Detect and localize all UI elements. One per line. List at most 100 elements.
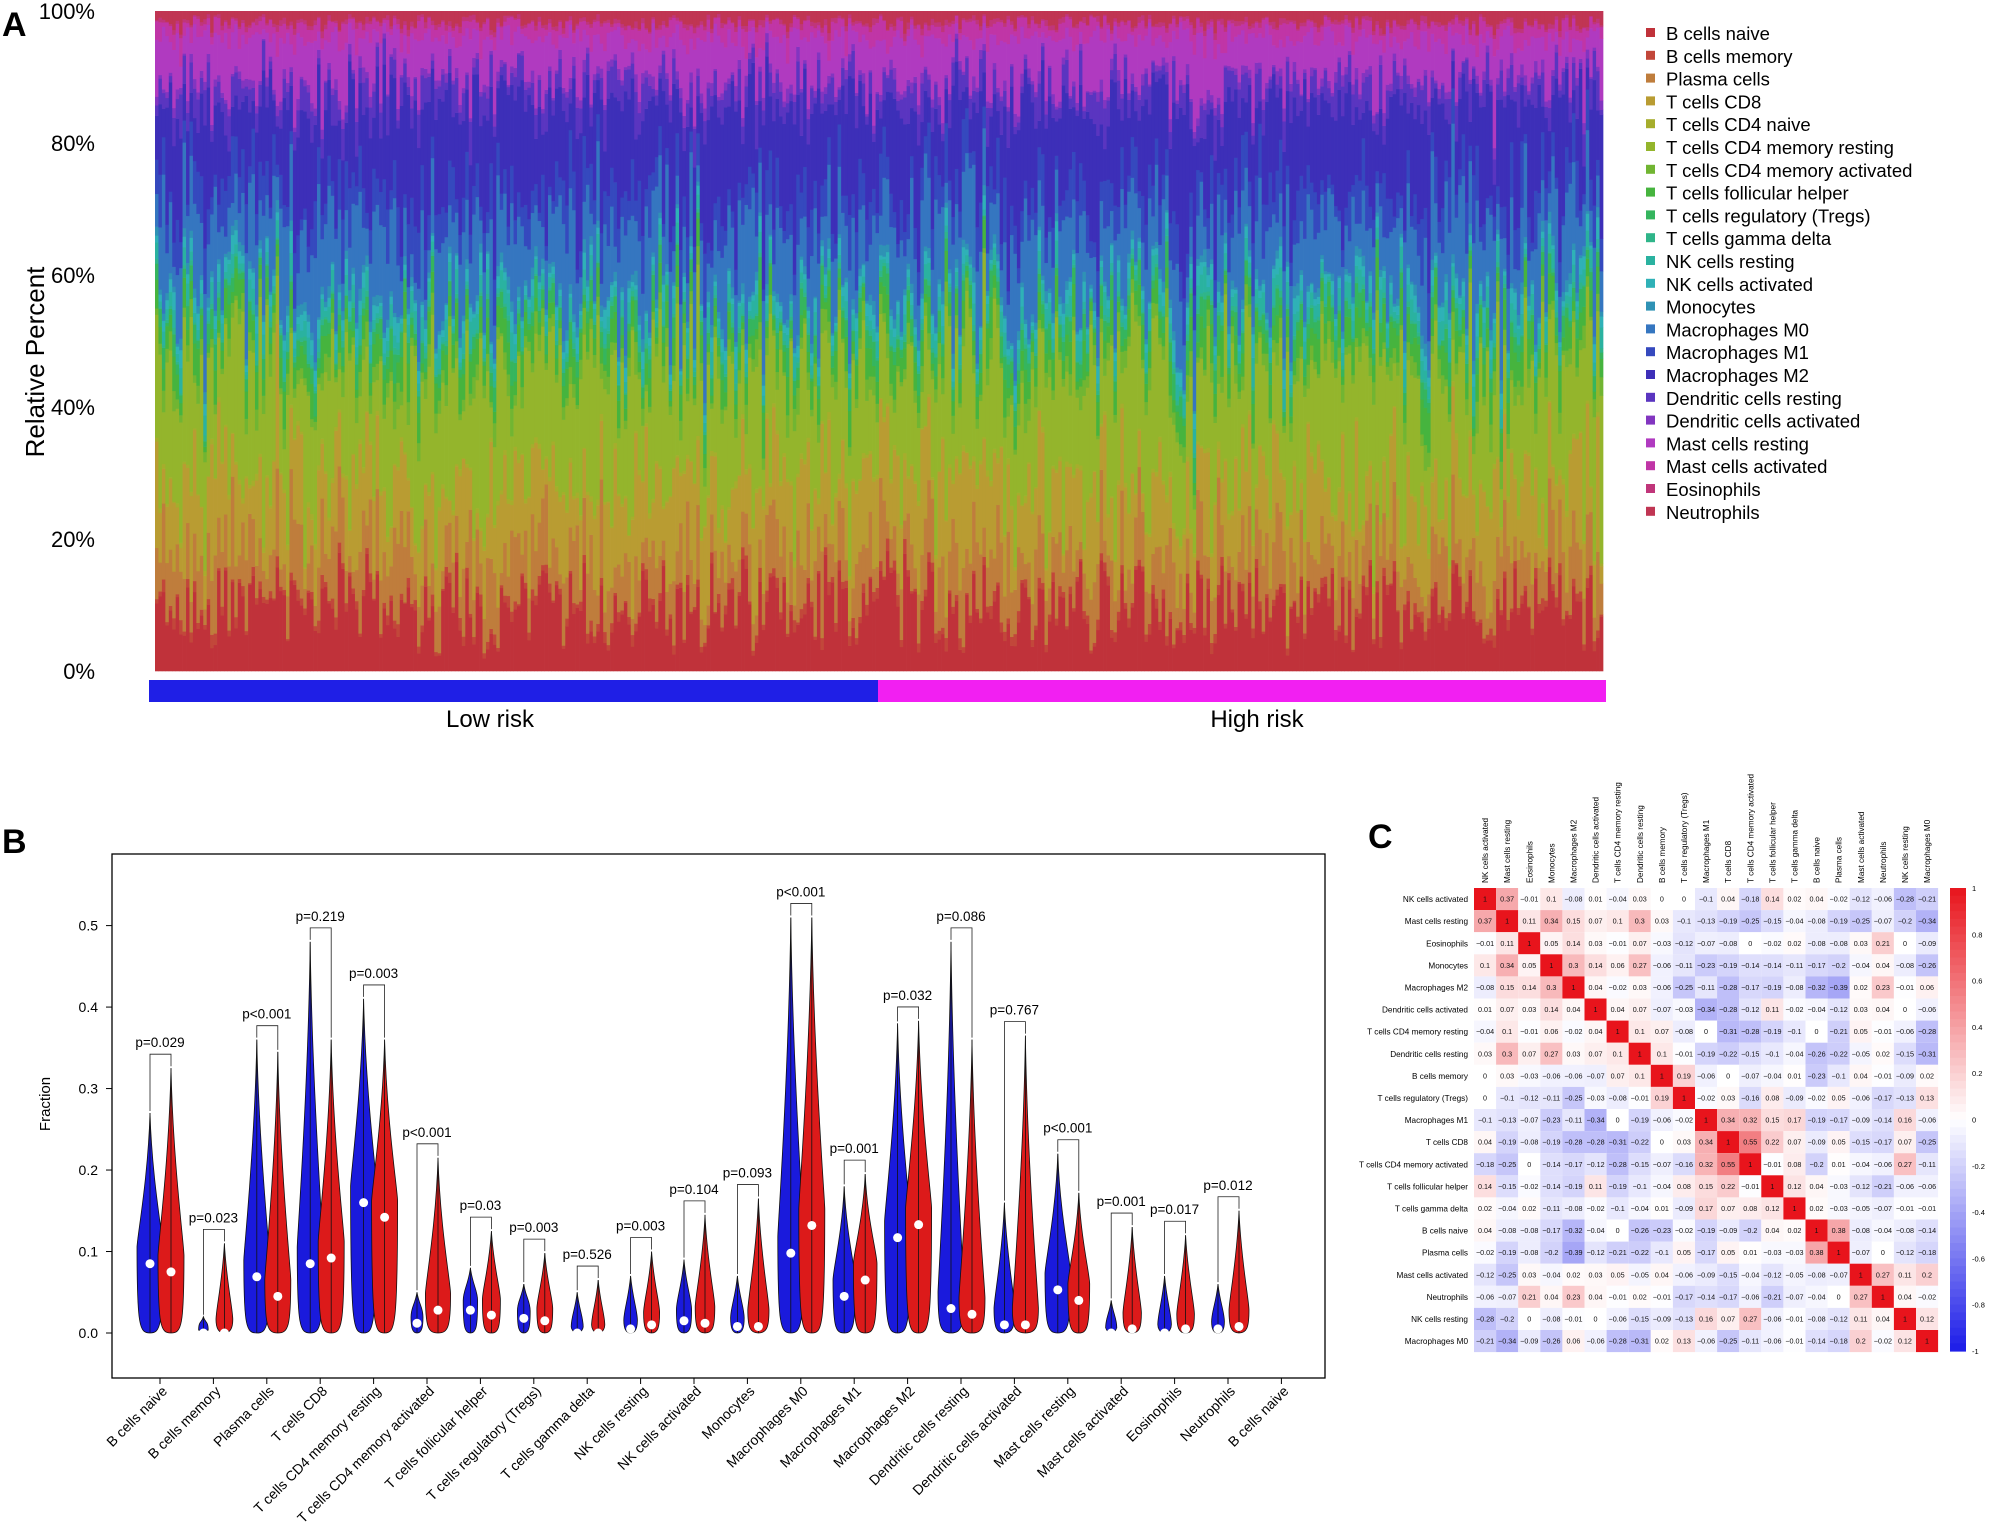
- bar-segment: [796, 367, 801, 381]
- bar-segment: [413, 574, 418, 601]
- bar-segment: [448, 582, 452, 672]
- bar-segment: [596, 140, 601, 221]
- bar-segment: [820, 103, 825, 114]
- bar-segment: [792, 430, 797, 562]
- bar-segment: [196, 339, 201, 341]
- bar-segment: [268, 508, 273, 556]
- bar-segment: [768, 150, 773, 205]
- bar-segment: [410, 21, 414, 27]
- bar-segment: [799, 288, 804, 316]
- bar-segment: [417, 288, 421, 362]
- bar-segment: [234, 173, 239, 221]
- bar-segment: [206, 475, 211, 478]
- sample-bar: [896, 11, 901, 672]
- bar-segment: [503, 595, 508, 603]
- bar-segment: [468, 263, 473, 304]
- sample-bar: [286, 11, 290, 672]
- bar-segment: [503, 303, 508, 307]
- bar-segment: [841, 18, 845, 27]
- bar-segment: [334, 22, 339, 27]
- bar-segment: [772, 499, 776, 569]
- bar-segment: [344, 475, 349, 480]
- bar-segment: [823, 43, 828, 88]
- bar-segment: [379, 191, 383, 226]
- bar-segment: [589, 244, 594, 256]
- bar-segment: [527, 22, 532, 25]
- bar-segment: [792, 605, 797, 621]
- bar-segment: [337, 466, 342, 543]
- bar-segment: [241, 255, 245, 264]
- bar-segment: [296, 32, 301, 99]
- sample-bar: [510, 11, 514, 672]
- bar-segment: [410, 197, 414, 255]
- bar-segment: [310, 519, 314, 546]
- bar-segment: [716, 17, 721, 36]
- bar-segment: [179, 634, 183, 672]
- bar-segment: [899, 339, 904, 350]
- bar-segment: [382, 404, 387, 419]
- bar-segment: [658, 25, 663, 30]
- bar-segment: [868, 335, 873, 349]
- bar-segment: [330, 261, 335, 265]
- bar-segment: [568, 103, 573, 131]
- bar-segment: [341, 11, 345, 22]
- bar-segment: [461, 92, 466, 122]
- bar-segment: [396, 11, 401, 20]
- bar-segment: [485, 649, 490, 672]
- bar-segment: [520, 28, 525, 34]
- bar-segment: [803, 11, 807, 21]
- bar-segment: [585, 359, 590, 492]
- bar-segment: [613, 246, 618, 272]
- bar-segment: [737, 11, 742, 17]
- bar-segment: [317, 11, 321, 17]
- bar-segment: [306, 507, 311, 564]
- sample-bar: [241, 11, 245, 672]
- bar-segment: [523, 11, 528, 25]
- bar-segment: [510, 621, 514, 672]
- bar-segment: [589, 213, 594, 237]
- bar-segment: [296, 589, 301, 601]
- bar-segment: [865, 325, 870, 331]
- bar-segment: [317, 464, 321, 471]
- bar-segment: [703, 120, 707, 145]
- bar-segment: [527, 94, 532, 220]
- sample-bar: [823, 11, 828, 672]
- bar-segment: [754, 366, 759, 489]
- bar-segment: [279, 19, 283, 27]
- bar-segment: [720, 409, 725, 424]
- bar-segment: [537, 575, 542, 585]
- bar-segment: [889, 329, 894, 346]
- bar-segment: [279, 569, 283, 587]
- bar-segment: [468, 118, 473, 122]
- bar-segment: [820, 27, 825, 33]
- bar-segment: [813, 11, 818, 23]
- bar-segment: [320, 335, 325, 374]
- bar-segment: [423, 483, 428, 486]
- bar-segment: [361, 302, 366, 309]
- bar-segment: [485, 253, 490, 270]
- bar-segment: [279, 37, 283, 102]
- bar-segment: [468, 467, 473, 471]
- bar-segment: [558, 86, 563, 178]
- bar-segment: [665, 591, 670, 630]
- bar-segment: [468, 164, 473, 235]
- bar-segment: [427, 16, 432, 18]
- bar-segment: [596, 631, 601, 672]
- bar-segment: [168, 610, 173, 672]
- bar-segment: [661, 236, 666, 276]
- bar-segment: [203, 23, 208, 31]
- bar-segment: [785, 636, 790, 672]
- bar-segment: [892, 351, 897, 366]
- bar-segment: [199, 222, 204, 276]
- bar-segment: [392, 47, 397, 60]
- bar-segment: [779, 227, 783, 303]
- bar-segment: [210, 276, 214, 283]
- bar-segment: [399, 318, 404, 324]
- bar-segment: [268, 376, 273, 506]
- bar-segment: [872, 568, 876, 592]
- sample-bar: [365, 11, 370, 672]
- bar-segment: [713, 550, 718, 613]
- bar-segment: [699, 112, 704, 224]
- bar-segment: [320, 438, 325, 444]
- bar-segment: [282, 391, 287, 430]
